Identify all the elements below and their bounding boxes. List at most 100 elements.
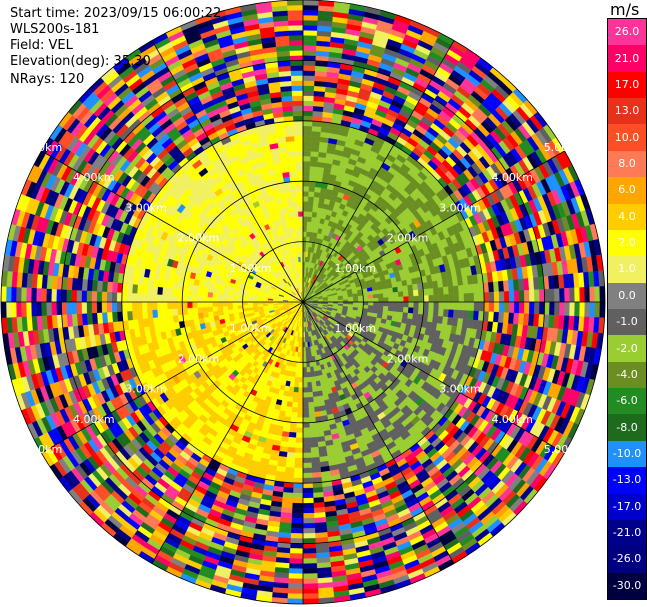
velocity-gate	[488, 281, 495, 293]
velocity-gate	[503, 280, 510, 292]
velocity-gate	[478, 292, 485, 303]
velocity-gate	[299, 362, 304, 368]
velocity-gate	[302, 25, 318, 31]
velocity-gate	[302, 528, 316, 534]
velocity-gate	[534, 301, 540, 315]
velocity-gate	[294, 457, 304, 464]
velocity-gate	[311, 467, 322, 474]
velocity-gate	[302, 482, 313, 489]
velocity-gate	[295, 442, 304, 449]
velocity-gate	[312, 492, 324, 499]
velocity-gate	[302, 19, 318, 26]
velocity-gate	[309, 366, 315, 373]
velocity-gate	[574, 287, 580, 303]
velocity-gate	[302, 588, 319, 595]
velocity-gate	[302, 427, 311, 434]
velocity-gate	[423, 295, 429, 303]
velocity-gate	[378, 297, 384, 303]
velocity-gate	[288, 573, 304, 579]
velocity-gate	[302, 507, 315, 514]
velocity-gate	[307, 391, 314, 398]
velocity-gate	[393, 296, 399, 303]
velocity-gate	[498, 312, 505, 324]
velocity-gate	[397, 311, 404, 318]
velocity-gate	[302, 211, 308, 217]
velocity-gate	[302, 583, 319, 590]
velocity-gate	[442, 309, 449, 318]
velocity-gate	[377, 289, 384, 295]
velocity-gate	[387, 287, 394, 294]
velocity-gate	[448, 286, 454, 295]
velocity-gate	[544, 288, 550, 303]
velocity-gate	[293, 477, 304, 484]
velocity-gate	[302, 392, 309, 398]
velocity-gate	[306, 376, 312, 383]
velocity-gate	[306, 221, 312, 228]
velocity-gate	[312, 396, 319, 403]
velocity-gate	[293, 467, 304, 474]
velocity-gate	[302, 120, 313, 127]
velocity-gate	[310, 371, 315, 378]
velocity-gate	[284, 472, 295, 479]
velocity-gate	[463, 284, 470, 294]
velocity-gate	[287, 447, 296, 453]
velocity-gate	[299, 352, 304, 358]
velocity-gate	[302, 90, 315, 97]
velocity-gate	[473, 310, 480, 321]
velocity-gate	[302, 181, 310, 187]
velocity-gate	[292, 492, 304, 499]
velocity-gate	[302, 216, 308, 222]
velocity-gate	[306, 226, 312, 233]
velocity-gate	[284, 411, 292, 418]
velocity-gate	[594, 286, 601, 303]
velocity-gate	[407, 312, 414, 320]
velocity-gate	[302, 14, 319, 21]
velocity-gate	[382, 288, 389, 294]
velocity-gate	[312, 391, 319, 398]
velocity-gate	[287, 391, 294, 398]
velocity-gate	[357, 295, 364, 300]
velocity-gate	[302, 9, 319, 16]
velocity-gate	[312, 110, 324, 117]
velocity-gate	[398, 296, 404, 303]
velocity-gate	[383, 297, 389, 303]
velocity-gate	[412, 313, 419, 321]
velocity-gate	[529, 289, 535, 303]
velocity-gate	[316, 385, 323, 392]
velocity-gate	[302, 130, 313, 137]
velocity-gate	[407, 307, 414, 314]
velocity-gate	[290, 538, 304, 544]
velocity-gate	[302, 533, 316, 539]
velocity-gate	[412, 283, 419, 291]
velocity-gate	[311, 472, 322, 479]
velocity-gate	[302, 206, 309, 212]
velocity-gate	[513, 301, 520, 314]
velocity-gate	[569, 287, 575, 303]
velocity-gate	[302, 553, 317, 559]
velocity-gate	[310, 447, 319, 453]
velocity-gate	[483, 301, 490, 312]
velocity-gate	[302, 40, 317, 46]
velocity-gate	[417, 289, 424, 297]
velocity-gate	[307, 396, 314, 403]
velocity-gate	[288, 578, 304, 585]
velocity-gate	[308, 416, 316, 423]
velocity-gate	[297, 392, 304, 398]
velocity-gate	[298, 372, 304, 378]
velocity-gate	[287, 593, 304, 600]
velocity-gate	[373, 297, 379, 303]
velocity-gate	[564, 287, 570, 303]
velocity-gate	[302, 568, 318, 574]
velocity-gate	[302, 457, 312, 464]
velocity-gate	[302, 497, 314, 504]
velocity-gate	[302, 135, 312, 142]
velocity-gate	[298, 382, 304, 388]
velocity-gate	[437, 308, 444, 317]
velocity-gate	[589, 286, 596, 303]
velocity-gate	[302, 100, 314, 107]
velocity-gate	[313, 502, 325, 509]
velocity-gate	[302, 45, 317, 51]
velocity-gate	[302, 387, 308, 393]
velocity-gate	[397, 291, 404, 298]
velocity-gate	[353, 301, 359, 306]
